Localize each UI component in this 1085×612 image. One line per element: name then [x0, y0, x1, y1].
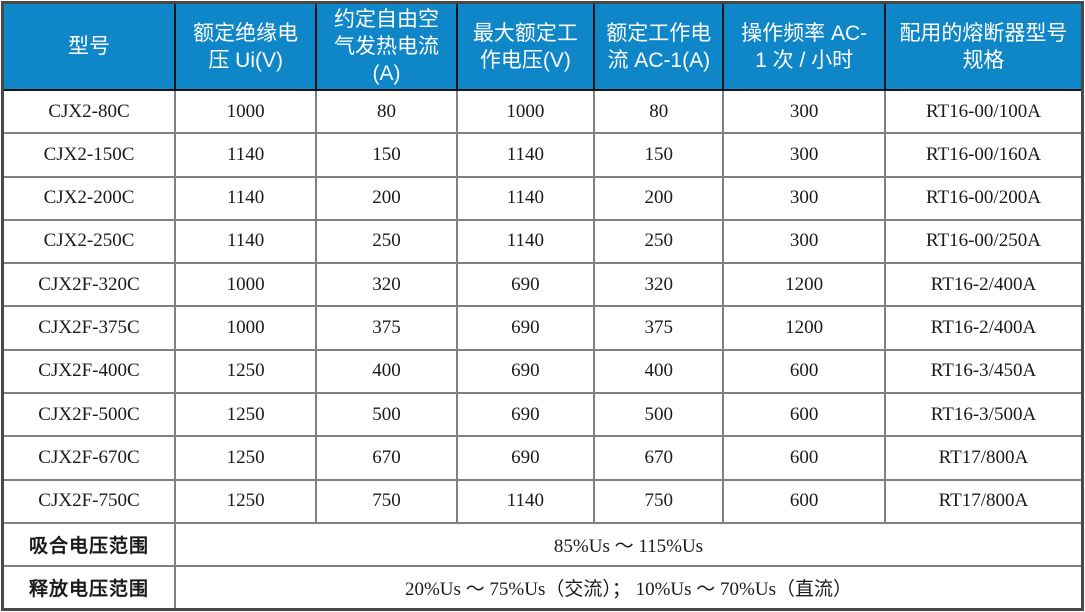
- op-frequency-cell: 300: [722, 132, 886, 178]
- table-row: CJX2F-750C 1250 750 1140 750 600 RT17/80…: [1, 478, 1084, 524]
- pickup-voltage-value: 85%Us ～ 115%Us: [173, 521, 1084, 568]
- max-voltage-cell: 690: [455, 435, 596, 481]
- op-frequency-cell: 600: [722, 348, 886, 394]
- ui-voltage-cell: 1250: [173, 435, 318, 481]
- table-row: CJX2-200C 1140 200 1140 200 300 RT16-00/…: [1, 175, 1084, 221]
- ui-voltage-cell: 1140: [173, 218, 318, 265]
- table-row: CJX2-150C 1140 150 1140 150 300 RT16-00/…: [1, 132, 1084, 178]
- ac1-current-cell: 400: [593, 348, 725, 394]
- ac1-current-cell: 80: [593, 88, 725, 135]
- ui-voltage-cell: 1140: [173, 175, 318, 221]
- thermal-current-cell: 200: [315, 175, 458, 221]
- fuse-cell: RT16-3/450A: [883, 348, 1084, 394]
- model-cell: CJX2F-400C: [1, 348, 176, 394]
- thermal-current-cell: 375: [315, 305, 458, 351]
- ui-voltage-cell: 1140: [173, 132, 318, 178]
- fuse-cell: RT16-2/400A: [883, 262, 1084, 308]
- fuse-cell: RT16-3/500A: [883, 391, 1084, 438]
- col-header-ac1-current: 额定工作电流 AC-1(A): [593, 1, 725, 91]
- ui-voltage-cell: 1250: [173, 391, 318, 438]
- fuse-cell: RT17/800A: [883, 435, 1084, 481]
- model-cell: CJX2F-750C: [1, 478, 176, 524]
- max-voltage-cell: 1140: [455, 478, 596, 524]
- thermal-current-cell: 400: [315, 348, 458, 394]
- thermal-current-cell: 80: [315, 88, 458, 135]
- footer-row-release-voltage: 释放电压范围 20%Us ～ 75%Us（交流）； 10%Us ～ 70%Us（…: [1, 565, 1084, 611]
- model-cell: CJX2-150C: [1, 132, 176, 178]
- footer-row-pickup-voltage: 吸合电压范围 85%Us ～ 115%Us: [1, 521, 1084, 568]
- ac1-current-cell: 320: [593, 262, 725, 308]
- thermal-current-cell: 500: [315, 391, 458, 438]
- op-frequency-cell: 300: [722, 218, 886, 265]
- op-frequency-cell: 1200: [722, 305, 886, 351]
- thermal-current-cell: 150: [315, 132, 458, 178]
- ac1-current-cell: 200: [593, 175, 725, 221]
- col-header-op-frequency: 操作频率 AC-1 次 / 小时: [722, 1, 886, 91]
- ac1-current-cell: 150: [593, 132, 725, 178]
- max-voltage-cell: 690: [455, 348, 596, 394]
- thermal-current-cell: 250: [315, 218, 458, 265]
- ui-voltage-cell: 1000: [173, 262, 318, 308]
- fuse-cell: RT16-00/100A: [883, 88, 1084, 135]
- ac1-current-cell: 375: [593, 305, 725, 351]
- max-voltage-cell: 1140: [455, 132, 596, 178]
- table-row: CJX2-80C 1000 80 1000 80 300 RT16-00/100…: [1, 88, 1084, 135]
- op-frequency-cell: 300: [722, 88, 886, 135]
- table-row: CJX2F-670C 1250 670 690 670 600 RT17/800…: [1, 435, 1084, 481]
- model-cell: CJX2-80C: [1, 88, 176, 135]
- table-body: CJX2-80C 1000 80 1000 80 300 RT16-00/100…: [1, 88, 1084, 611]
- op-frequency-cell: 600: [722, 391, 886, 438]
- max-voltage-cell: 690: [455, 305, 596, 351]
- fuse-cell: RT16-2/400A: [883, 305, 1084, 351]
- table-row: CJX2F-500C 1250 500 690 500 600 RT16-3/5…: [1, 391, 1084, 438]
- op-frequency-cell: 300: [722, 175, 886, 221]
- table-row: CJX2F-375C 1000 375 690 375 1200 RT16-2/…: [1, 305, 1084, 351]
- col-header-max-voltage: 最大额定工作电压(V): [455, 1, 596, 91]
- col-header-thermal-current: 约定自由空气发热电流(A): [315, 1, 458, 91]
- ac1-current-cell: 500: [593, 391, 725, 438]
- thermal-current-cell: 750: [315, 478, 458, 524]
- pickup-voltage-label: 吸合电压范围: [1, 521, 176, 568]
- table-row: CJX2F-320C 1000 320 690 320 1200 RT16-2/…: [1, 262, 1084, 308]
- ac1-current-cell: 250: [593, 218, 725, 265]
- model-cell: CJX2-250C: [1, 218, 176, 265]
- model-cell: CJX2F-375C: [1, 305, 176, 351]
- table-row: CJX2-250C 1140 250 1140 250 300 RT16-00/…: [1, 218, 1084, 265]
- table-header: 型号 额定绝缘电压 Ui(V) 约定自由空气发热电流(A) 最大额定工作电压(V…: [1, 1, 1084, 91]
- max-voltage-cell: 1140: [455, 218, 596, 265]
- model-cell: CJX2F-500C: [1, 391, 176, 438]
- max-voltage-cell: 690: [455, 391, 596, 438]
- thermal-current-cell: 320: [315, 262, 458, 308]
- release-voltage-value: 20%Us ～ 75%Us（交流）； 10%Us ～ 70%Us（直流）: [173, 565, 1084, 611]
- release-voltage-label: 释放电压范围: [1, 565, 176, 611]
- table-row: CJX2F-400C 1250 400 690 400 600 RT16-3/4…: [1, 348, 1084, 394]
- max-voltage-cell: 1000: [455, 88, 596, 135]
- fuse-cell: RT16-00/160A: [883, 132, 1084, 178]
- model-cell: CJX2F-320C: [1, 262, 176, 308]
- ac1-current-cell: 750: [593, 478, 725, 524]
- fuse-cell: RT17/800A: [883, 478, 1084, 524]
- op-frequency-cell: 1200: [722, 262, 886, 308]
- max-voltage-cell: 1140: [455, 175, 596, 221]
- col-header-model: 型号: [1, 1, 176, 91]
- col-header-insulation-voltage: 额定绝缘电压 Ui(V): [173, 1, 318, 91]
- op-frequency-cell: 600: [722, 435, 886, 481]
- ac1-current-cell: 670: [593, 435, 725, 481]
- fuse-cell: RT16-00/200A: [883, 175, 1084, 221]
- ui-voltage-cell: 1000: [173, 305, 318, 351]
- ui-voltage-cell: 1250: [173, 348, 318, 394]
- thermal-current-cell: 670: [315, 435, 458, 481]
- ui-voltage-cell: 1000: [173, 88, 318, 135]
- max-voltage-cell: 690: [455, 262, 596, 308]
- header-row: 型号 额定绝缘电压 Ui(V) 约定自由空气发热电流(A) 最大额定工作电压(V…: [1, 1, 1084, 91]
- op-frequency-cell: 600: [722, 478, 886, 524]
- model-cell: CJX2F-670C: [1, 435, 176, 481]
- model-cell: CJX2-200C: [1, 175, 176, 221]
- col-header-fuse-spec: 配用的熔断器型号规格: [883, 1, 1084, 91]
- fuse-cell: RT16-00/250A: [883, 218, 1084, 265]
- ui-voltage-cell: 1250: [173, 478, 318, 524]
